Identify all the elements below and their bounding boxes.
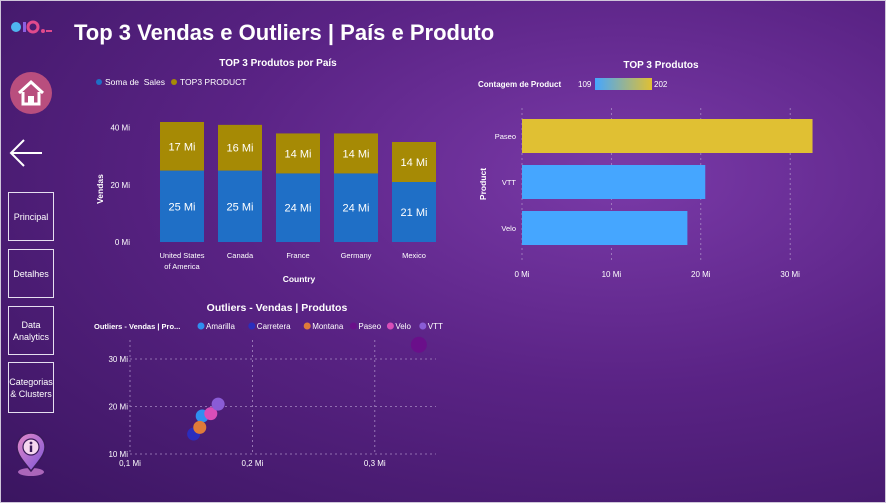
- chart2-xtick-label: 30 Mi: [780, 270, 800, 279]
- chart1-category-label: Mexico: [402, 251, 426, 260]
- chart2-bar: [522, 165, 706, 199]
- chart3-ytick-label: 10 Mi: [108, 450, 128, 459]
- chart1-data-label-sales: 24 Mi: [343, 203, 370, 215]
- chart2-bar: [522, 119, 813, 153]
- home-icon: [17, 79, 45, 106]
- chart1-bar-sales: [160, 170, 204, 242]
- chart1-ytick-label: 20 Mi: [110, 181, 130, 190]
- legend-sales-label: Soma de Sales: [105, 77, 165, 87]
- chart1-category-label: of America: [164, 262, 200, 271]
- chart1-category-label: United States: [159, 251, 204, 260]
- page-title: Top 3 Vendas e Outliers | País e Produto: [74, 20, 495, 45]
- chart3-legend-marker: [303, 322, 311, 330]
- dio-logo: [11, 20, 52, 34]
- chart1-category-label: France: [286, 251, 309, 260]
- chart1-ylabel: Vendas: [95, 174, 105, 204]
- chart3-xtick-label: 0,3 Mi: [364, 459, 386, 468]
- chart2-ylabel: Product: [478, 168, 488, 200]
- chart1-category-label: Germany: [341, 251, 372, 260]
- chart3-legend-label: Carretera: [257, 322, 291, 331]
- chart1-data-label-top3: 14 Mi: [343, 148, 370, 160]
- chart3-legend-label: VTT: [428, 322, 443, 331]
- outliers-scatter-chart: Outliers - Vendas | Produtos Outliers - …: [94, 302, 443, 468]
- home-button[interactable]: [10, 72, 52, 114]
- chart3-ytick-label: 20 Mi: [108, 403, 128, 412]
- chart2-legend-max: 202: [654, 80, 668, 89]
- chart1-data-label-top3: 17 Mi: [169, 141, 196, 153]
- chart3-legend-label: Amarilla: [206, 322, 235, 331]
- chart2-legend-min: 109: [578, 80, 592, 89]
- chart2-category-label: Velo: [501, 224, 516, 233]
- chart2-bar: [522, 211, 688, 245]
- chart1-bar-sales: [392, 182, 436, 242]
- chart2-legend-title: Contagem de Product: [478, 80, 561, 89]
- chart3-point: [410, 336, 427, 353]
- chart1-data-label-top3: 16 Mi: [227, 143, 254, 155]
- chart1-data-label-sales: 24 Mi: [285, 203, 312, 215]
- chart2-category-label: Paseo: [495, 132, 516, 141]
- chart1-ytick-label: 0 Mi: [115, 238, 130, 247]
- chart3-legend-label: Velo: [395, 322, 411, 331]
- legend-top3-label: TOP3 PRODUCT: [180, 77, 246, 87]
- chart1-bar-sales: [276, 173, 320, 242]
- chart3-xtick-label: 0,2 Mi: [242, 459, 264, 468]
- back-arrow-icon[interactable]: [8, 138, 44, 168]
- chart1-ytick-label: 40 Mi: [110, 124, 130, 133]
- chart1-bar-sales: [334, 173, 378, 242]
- chart1-data-label-top3: 14 Mi: [401, 157, 428, 169]
- nav-data-analytics-button[interactable]: Data Analytics: [8, 306, 54, 355]
- chart1-data-label-sales: 21 Mi: [401, 207, 428, 219]
- chart1-bar-top3: [392, 142, 436, 182]
- chart2-title: TOP 3 Produtos: [623, 60, 699, 71]
- chart2-xtick-label: 10 Mi: [602, 270, 622, 279]
- chart3-legend-marker: [248, 322, 256, 330]
- chart3-point: [211, 397, 225, 411]
- chart1-xlabel: Country: [283, 274, 316, 284]
- legend-sales-marker: [96, 79, 102, 85]
- chart3-legend-label: Montana: [312, 322, 344, 331]
- chart3-legend-marker: [197, 322, 205, 330]
- chart2-category-label: VTT: [502, 178, 517, 187]
- chart1-data-label-sales: 25 Mi: [227, 201, 254, 213]
- top3-products-chart: TOP 3 Produtos Contagem de Product 109 2…: [478, 60, 813, 279]
- chart3-point: [204, 407, 218, 421]
- chart1-data-label-sales: 25 Mi: [169, 201, 196, 213]
- chart3-xtick-label: 0,1 Mi: [119, 459, 141, 468]
- chart3-point: [193, 420, 207, 434]
- chart1-bar-top3: [334, 133, 378, 174]
- chart3-legend-marker: [419, 322, 427, 330]
- chart1-bar-top3: [276, 133, 320, 174]
- top3-by-country-chart: TOP 3 Produtos por País Soma de Sales TO…: [95, 58, 436, 284]
- chart3-legend-marker: [386, 322, 394, 330]
- info-pin-icon[interactable]: [12, 432, 50, 478]
- chart3-title: Outliers - Vendas | Produtos: [207, 302, 348, 314]
- chart3-legend-title: Outliers - Vendas | Pro...: [94, 322, 180, 331]
- nav-detalhes-button[interactable]: Detalhes: [8, 249, 54, 298]
- legend-top3-marker: [171, 79, 177, 85]
- chart1-bar-top3: [160, 122, 204, 171]
- chart2-xtick-label: 20 Mi: [691, 270, 711, 279]
- chart1-bar-top3: [218, 124, 262, 171]
- nav-categorias-clusters-button[interactable]: Categorias & Clusters: [8, 362, 54, 413]
- nav-principal-button[interactable]: Principal: [8, 192, 54, 241]
- chart1-bar-sales: [218, 170, 262, 242]
- chart2-legend-gradient: [595, 78, 652, 90]
- chart2-xtick-label: 0 Mi: [514, 270, 529, 279]
- chart3-ytick-label: 30 Mi: [108, 355, 128, 364]
- chart1-data-label-top3: 14 Mi: [285, 148, 312, 160]
- chart1-category-label: Canada: [227, 251, 254, 260]
- chart3-legend-marker: [349, 322, 357, 330]
- chart3-legend-label: Paseo: [358, 322, 381, 331]
- chart1-title: TOP 3 Produtos por País: [219, 58, 337, 69]
